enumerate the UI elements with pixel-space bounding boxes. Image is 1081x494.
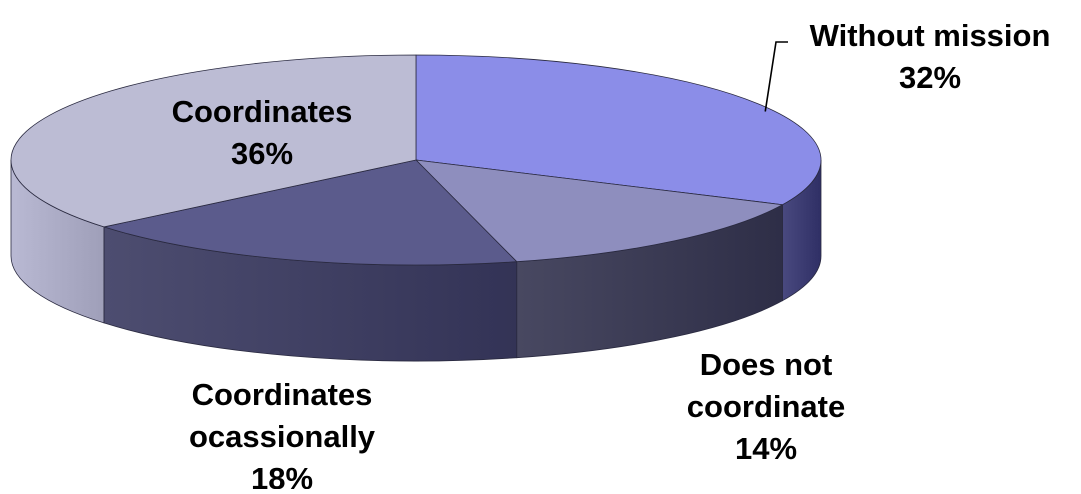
slice-label-coordinates: Coordinates 36% — [172, 94, 353, 171]
slice-value-without-mission: 32% — [899, 60, 961, 95]
pie-slice-coordinates — [10, 54, 417, 228]
leader-line-without-mission — [764, 41, 788, 112]
slice-label-text-coordinates-ocassionally: Coordinates — [192, 377, 373, 412]
slice-value-coordinates-ocassionally: 18% — [251, 461, 313, 489]
slice-label-does-not-coordinate: Does not coordinate 14% — [687, 347, 845, 466]
slice-labels: Without mission 32% Does not coordinate 14% C… — [172, 18, 1051, 494]
slice-label-coordinates-ocassionally: Coordinates ocassionally 18% — [189, 377, 376, 494]
slice-label-text-does-not-coordinate: coordinate — [687, 389, 845, 424]
pie-slice-coordinates-ocassionally — [103, 159, 518, 266]
pie-slice-does-not-coordinate — [415, 159, 783, 263]
slice-label-text-coordinates-ocassionally: ocassionally — [189, 419, 376, 454]
slice-value-coordinates: 36% — [231, 136, 293, 171]
slice-label-without-mission: Without mission 32% — [810, 18, 1051, 95]
leader-lines — [764, 41, 788, 112]
pie-sides — [10, 159, 822, 362]
pie-slice-without-mission — [415, 54, 822, 206]
slice-label-text-without-mission: Without mission — [810, 18, 1051, 53]
slice-label-text-does-not-coordinate: Does not — [700, 347, 833, 382]
slice-value-does-not-coordinate: 14% — [735, 431, 797, 466]
pie-tops — [10, 54, 822, 266]
slice-label-text-coordinates: Coordinates — [172, 94, 353, 129]
